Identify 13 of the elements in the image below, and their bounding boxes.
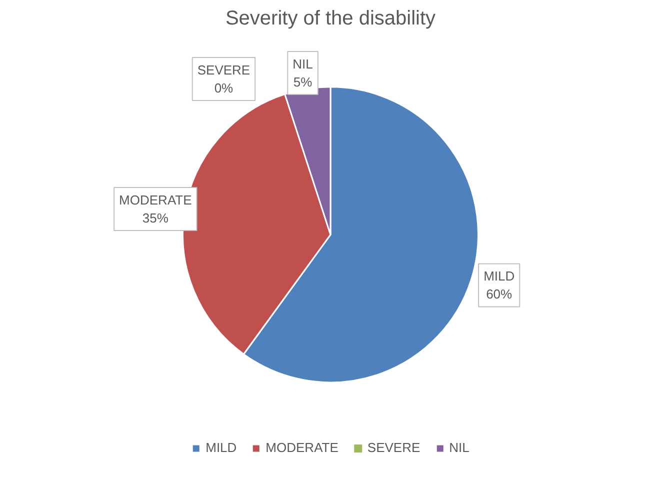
data-label: 60% — [486, 286, 513, 302]
category-label: SEVERE — [197, 62, 250, 78]
legend-label: MODERATE — [266, 440, 338, 455]
legend-label: MILD — [206, 440, 237, 455]
chart-title: Severity of the disability — [225, 8, 436, 30]
legend-label: SEVERE — [367, 440, 420, 455]
data-label: 35% — [142, 210, 169, 226]
data-label: 5% — [293, 74, 313, 90]
slice-label: NIL — [292, 56, 313, 72]
text: 0% — [214, 80, 234, 96]
slice-label: MILD — [484, 268, 515, 284]
slice-label: MODERATE — [119, 192, 192, 208]
legend-label: NIL — [449, 440, 470, 455]
